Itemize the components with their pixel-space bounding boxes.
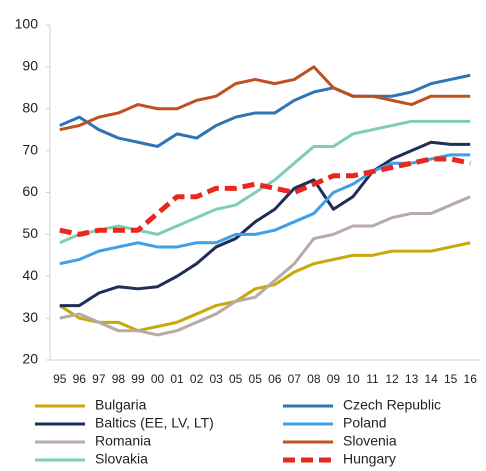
x-tick-label: 11	[366, 372, 379, 386]
x-tick-label: 16	[464, 372, 478, 386]
line-series	[59, 156, 471, 237]
x-tick-label: 07	[288, 372, 302, 386]
legend-label: Romania	[95, 433, 151, 449]
y-tick-label: 80	[22, 99, 38, 115]
legend-label: Bulgaria	[95, 397, 147, 413]
x-tick-label: 01	[170, 372, 184, 386]
x-tick-label: 09	[327, 372, 341, 386]
x-tick-label: 98	[112, 372, 126, 386]
x-tick-label: 13	[405, 372, 419, 386]
y-tick-label: 90	[22, 58, 38, 74]
y-tick-label: 70	[22, 141, 38, 157]
y-tick-label: 30	[22, 309, 38, 325]
line-series	[59, 153, 471, 266]
x-tick-label: 99	[131, 372, 145, 386]
legend-label: Hungary	[343, 451, 396, 467]
line-series	[59, 73, 471, 148]
legend-label: Slovakia	[95, 451, 148, 467]
legend-label: Poland	[343, 415, 387, 431]
x-tick-label: 06	[268, 372, 282, 386]
x-tick-label: 02	[190, 372, 204, 386]
x-tick-label: 05	[249, 372, 263, 386]
y-tick-label: 20	[22, 351, 38, 367]
x-tick-label: 00	[151, 372, 165, 386]
x-tick-label: 97	[92, 372, 106, 386]
x-tick-label: 95	[53, 372, 67, 386]
line-series	[59, 65, 471, 132]
x-tick-label: 05	[229, 372, 243, 386]
y-tick-label: 60	[22, 183, 38, 199]
x-tick-label: 12	[385, 372, 399, 386]
line-series	[58, 241, 471, 333]
legend-label: Baltics (EE, LV, LT)	[95, 415, 214, 431]
legend-label: Czech Republic	[343, 397, 441, 413]
line-series	[59, 195, 471, 337]
legend-label: Slovenia	[343, 433, 397, 449]
x-tick-label: 96	[73, 372, 87, 386]
x-tick-label: 10	[346, 372, 360, 386]
y-tick-label: 100	[15, 16, 39, 32]
x-tick-label: 08	[307, 372, 321, 386]
x-tick-label: 15	[444, 372, 458, 386]
x-tick-label: 14	[424, 372, 438, 386]
y-tick-label: 40	[22, 267, 38, 283]
y-tick-label: 50	[22, 225, 38, 241]
x-tick-label: 03	[209, 372, 223, 386]
line-series	[59, 140, 471, 308]
